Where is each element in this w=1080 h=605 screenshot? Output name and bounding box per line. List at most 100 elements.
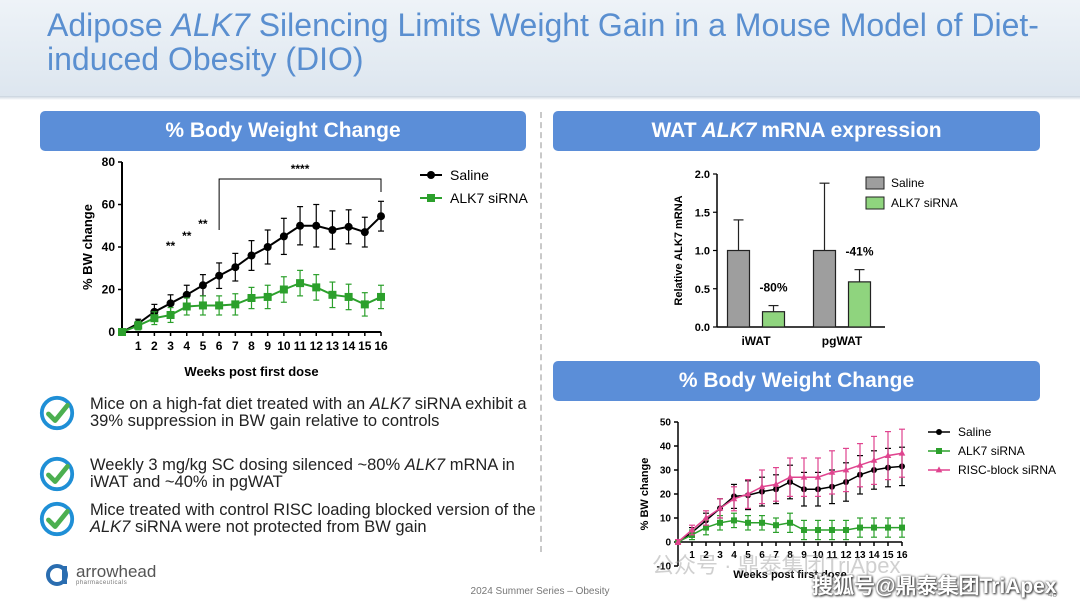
bar-iwat-saline [726,249,751,328]
x-tick-label: 13 [326,339,340,353]
x-tick-label: 5 [200,339,207,353]
bullet-2-text: Weekly 3 mg/kg SC dosing silenced ~80% A… [90,456,515,491]
data-point [215,301,224,310]
data-point [118,328,126,336]
data-point [150,314,159,323]
x-tick-label: 7 [773,550,779,561]
x-tick-label: 2 [703,550,709,561]
significance-label: ** [166,239,176,253]
data-point [312,283,321,292]
legend-label: Saline [450,167,489,183]
y-tick-label: -10 [657,562,672,573]
x-tick-label: 13 [854,550,866,561]
bullet-1-text: Mice on a high-fat diet treated with an … [90,395,527,430]
data-point [344,292,353,301]
legend-label: RISC-block siRNA [958,463,1056,477]
x-tick-label: pgWAT [822,334,863,348]
data-point [815,527,821,533]
significance-bracket [218,178,382,230]
significance-label: ** [182,229,192,243]
data-point [857,524,863,531]
series-line-saline [121,215,382,333]
legend-marker [936,429,942,435]
legend-label: Saline [958,425,992,439]
data-point [801,527,807,533]
data-point [279,285,288,294]
data-point [198,281,207,290]
x-tick-label: 12 [310,339,324,353]
data-point [360,228,369,237]
y-tick-label: 40 [660,442,672,453]
bar-pgwat-saline [812,249,837,328]
checkmark-icon [39,456,75,492]
legend-label: ALK7 siRNA [958,444,1025,458]
watermark-sohu: 搜狐号@鼎泰集团TriApex [812,575,1057,598]
y-tick-label: 1.0 [695,246,710,258]
y-tick-label: 10 [660,514,672,525]
data-point [328,226,337,234]
x-tick-label: 6 [759,550,765,561]
data-point [829,527,835,533]
y-tick-label: 0 [665,538,671,549]
x-tick-label: 3 [167,339,174,353]
chart-alk7-mrna: 0.0 0.5 1.0 1.5 2.0 Relative ALK7 mRNA iWAT -80… [673,169,958,348]
data-point [884,452,892,458]
arrowhead-logo-icon [46,564,68,586]
y-tick-label: 20 [102,283,116,297]
data-point [263,292,272,301]
data-point [758,483,766,490]
y-tick-label: 2.0 [695,169,710,181]
y-tick-label: 0.0 [695,322,710,334]
data-point [377,292,385,301]
y-axis-title: % BW change [639,458,651,531]
bar-iwat-alk7 [761,311,786,328]
data-point [856,461,864,468]
x-tick-label: iWAT [741,334,771,348]
legend-marker [936,448,942,454]
bullet-2: Weekly 3 mg/kg SC dosing silenced ~80% A… [38,455,538,493]
y-tick-label: 0.5 [695,284,710,296]
title-band-shadow [0,96,1080,100]
data-point [744,490,752,497]
x-tick-label: 15 [358,339,372,353]
bullet-3-text: Mice treated with control RISC loading b… [90,501,536,536]
data-point [717,519,723,526]
data-point [898,449,906,456]
x-tick-label: 8 [248,339,255,353]
x-tick-label: 9 [801,550,807,561]
watermark-wechat: 公众号 · 鼎泰集团TriApex [652,553,901,578]
data-point [786,473,794,480]
data-point [166,311,175,319]
y-tick-label: 80 [102,155,116,169]
x-tick-label: 1 [135,339,142,353]
y-tick-label: 1.5 [695,207,710,219]
panel-divider [540,112,542,552]
x-tick-label: 11 [827,550,838,561]
data-point [772,480,780,487]
x-tick-label: 6 [216,339,223,353]
data-point [773,522,779,529]
legend-swatch [865,196,885,210]
left-panel-header: % Body Weight Change [40,111,526,151]
data-point [688,526,696,533]
data-point [296,221,305,230]
footer-text: 2024 Summer Series – Obesity [470,586,610,597]
x-tick-label: 2 [151,339,158,353]
bullet-1: Mice on a high-fat diet treated with an … [38,394,538,432]
x-tick-label: 8 [787,550,793,561]
data-point [247,294,256,302]
checkmark-icon [39,395,75,431]
data-point [182,290,191,299]
data-point [759,519,765,526]
legend-swatch [865,176,885,190]
y-tick-label: 40 [102,240,116,254]
y-tick-label: 0 [108,325,115,339]
data-point [263,243,272,251]
significance-label: ** [198,217,208,231]
data-point [296,279,305,288]
title-gene: ALK7 [171,7,250,43]
data-point [828,468,836,475]
bar-percent-label: -41% [845,245,873,259]
